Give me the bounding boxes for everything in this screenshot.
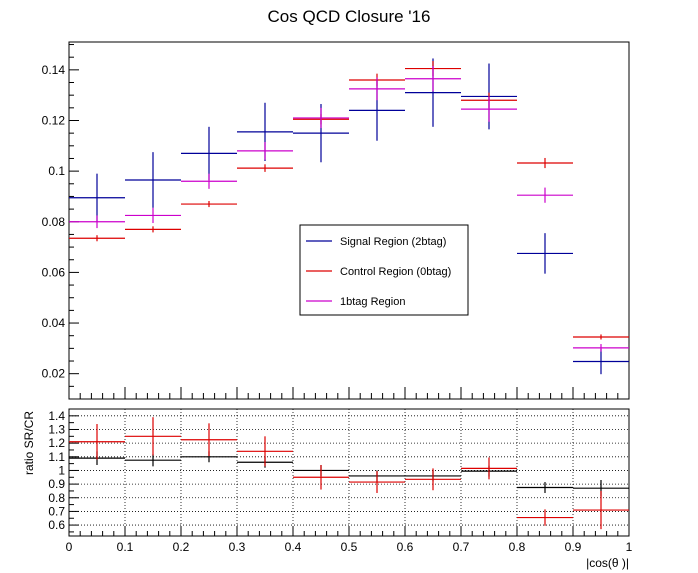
series-2 xyxy=(69,66,629,352)
x-tick-label: 1 xyxy=(626,540,633,554)
x-tick-label: 0.6 xyxy=(397,540,414,554)
y-tick-label: 0.08 xyxy=(42,215,66,229)
series-0 xyxy=(69,58,629,375)
series-0 xyxy=(69,451,629,497)
x-axis-label: |cos(θ )| xyxy=(586,556,629,570)
x-tick-label: 0.5 xyxy=(341,540,358,554)
y-tick-label: 0.8 xyxy=(48,491,65,505)
x-tick-label: 0.4 xyxy=(285,540,302,554)
y-tick-label: 0.7 xyxy=(48,504,65,518)
x-tick-label: 0 xyxy=(66,540,73,554)
y-tick-label: 0.02 xyxy=(42,367,66,381)
chart-title: Cos QCD Closure '16 xyxy=(268,7,431,26)
legend-entry: 1btag Region xyxy=(340,296,405,308)
y-tick-label: 0.14 xyxy=(42,63,66,77)
y-tick-label: 0.04 xyxy=(42,316,66,330)
series-1 xyxy=(69,417,629,530)
y-tick-label: 1.4 xyxy=(48,409,65,423)
y-tick-label: 0.9 xyxy=(48,477,65,491)
x-tick-label: 0.7 xyxy=(453,540,470,554)
top-panel: 0.02 0.04 0.06 0.08 0.1 0.12 0.14 xyxy=(42,41,630,400)
y-tick-label: 1.2 xyxy=(48,436,65,450)
legend-entry: Control Region (0btag) xyxy=(340,266,451,278)
x-tick-label: 0.8 xyxy=(509,540,526,554)
x-tick-label: 0.2 xyxy=(173,540,190,554)
y-tick-label: 0.1 xyxy=(48,164,65,178)
y-tick-label: 0.6 xyxy=(48,518,65,532)
y-tick-label: 1.1 xyxy=(48,450,65,464)
legend-entry: Signal Region (2btag) xyxy=(340,236,446,248)
x-tick-label: 0.9 xyxy=(565,540,582,554)
y-tick-label: 0.12 xyxy=(42,113,66,127)
y-tick-label: 1.3 xyxy=(48,422,65,436)
x-tick-label: 0.3 xyxy=(229,540,246,554)
ratio-panel: 0.60.70.80.911.11.21.31.40 0.1 0.2 0.3 0.4 0.… xyxy=(48,408,633,554)
y-tick-label: 1 xyxy=(58,463,65,477)
legend: Signal Region (2btag) Control Region (0bt… xyxy=(299,224,469,316)
legend-box xyxy=(299,224,469,316)
x-tick-label: 0.1 xyxy=(117,540,134,554)
y-tick-label: 0.06 xyxy=(42,265,66,279)
ratio-y-axis-label: ratio SR/CR xyxy=(22,411,36,475)
